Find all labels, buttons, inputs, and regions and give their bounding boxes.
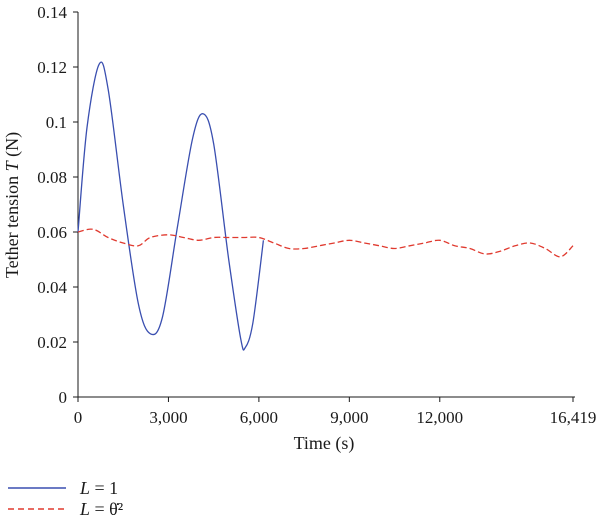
y-axis-ticks: 0 0.02 0.04 0.06 0.08 0.1 0.12 0.14: [37, 3, 78, 407]
y-tick-label: 0.02: [37, 333, 67, 352]
y-axis-title-var: T: [2, 159, 22, 171]
x-tick-label: 16,419: [550, 408, 597, 427]
legend-item-series-2: L = θ̇²: [8, 499, 123, 519]
y-tick-label: 0.06: [37, 223, 67, 242]
y-axis-title: Tether tension T (N): [2, 132, 23, 278]
legend-label-series-2: L = θ̇²: [79, 499, 123, 519]
series-line-1: [77, 61, 265, 351]
y-tick-label: 0.04: [37, 278, 67, 297]
legend-label-series-1: L = 1: [79, 478, 118, 498]
series-line-2: [77, 228, 574, 258]
x-tick-label: 6,000: [240, 408, 278, 427]
y-axis-title-unit: (N): [2, 132, 23, 162]
legend-rest-series-2: = θ̇²: [90, 499, 123, 519]
x-tick-label: 3,000: [149, 408, 187, 427]
y-tick-label: 0.14: [37, 3, 67, 22]
y-tick-label: 0.08: [37, 168, 67, 187]
y-tick-label: 0.12: [37, 58, 67, 77]
legend: L = 1 L = θ̇²: [8, 478, 123, 519]
y-tick-label: 0: [59, 388, 68, 407]
y-tick-label: 0.1: [46, 113, 67, 132]
legend-rest-series-1: = 1: [90, 478, 118, 498]
axes: [77, 12, 575, 398]
plot-area: [77, 61, 574, 351]
x-axis-title: Time (s): [294, 433, 355, 454]
legend-var-series-1: L: [79, 478, 90, 498]
x-tick-label: 12,000: [416, 408, 463, 427]
x-tick-label: 0: [74, 408, 83, 427]
x-axis-ticks: 0 3,000 6,000 9,000 12,000 16,419: [74, 397, 597, 427]
legend-var-series-2: L: [79, 499, 90, 519]
y-axis-title-prefix: Tether tension: [2, 171, 22, 278]
x-tick-label: 9,000: [330, 408, 368, 427]
legend-item-series-1: L = 1: [8, 478, 118, 498]
